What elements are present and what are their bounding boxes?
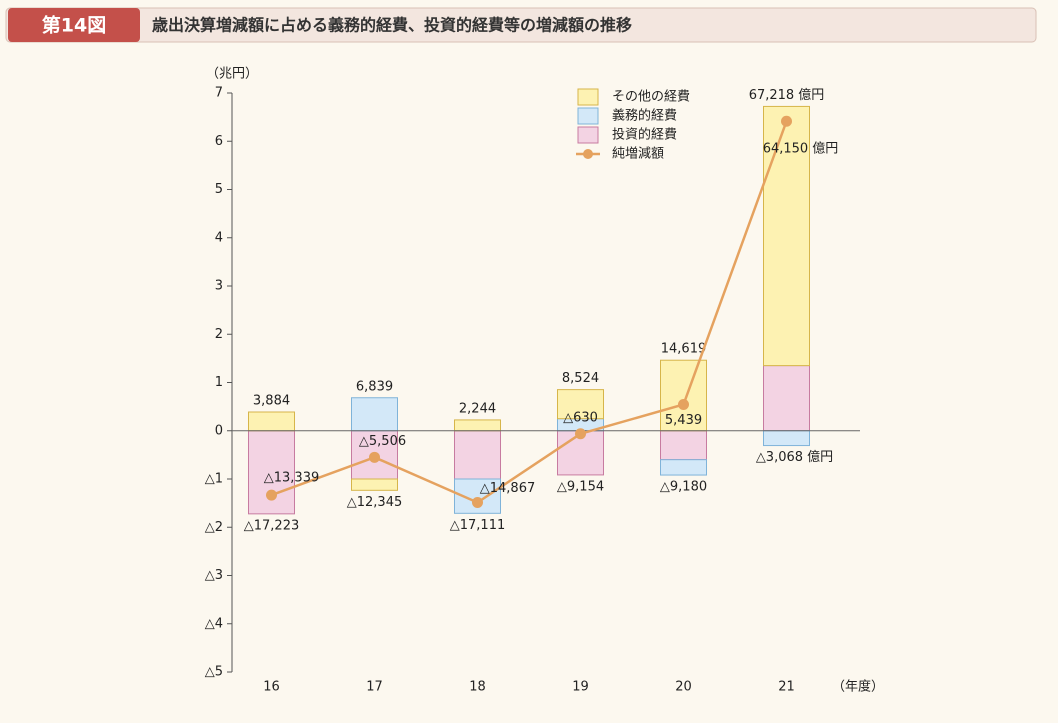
net-point <box>472 496 483 508</box>
figure-number: 第14図 <box>42 14 106 37</box>
negative-total-label: △12,345 <box>347 495 403 510</box>
legend-label: 純増減額 <box>612 146 664 162</box>
negative-total-label: △17,223 <box>244 518 300 533</box>
bar-segment <box>660 359 707 432</box>
positive-total-label: 14,619 <box>661 342 707 357</box>
negative-total-label: △3,068 億円 <box>756 449 833 465</box>
positive-total-label: 6,839 <box>356 379 393 394</box>
bar-segment <box>660 430 707 461</box>
bar-segment <box>763 430 810 447</box>
y-tick-label: 1 <box>215 375 223 390</box>
net-point <box>678 399 689 411</box>
negative-total-label: △9,154 <box>557 479 604 494</box>
x-tick-label: 20 <box>675 680 692 695</box>
bar-segment <box>351 478 398 491</box>
x-tick-label: 21 <box>778 680 795 695</box>
positive-total-label: 67,218 億円 <box>749 87 825 103</box>
net-label: △13,339 <box>264 471 320 486</box>
net-point <box>575 428 586 440</box>
legend-swatch <box>577 88 599 106</box>
y-tick-label: 3 <box>215 279 223 294</box>
positive-total-label: 8,524 <box>562 371 599 386</box>
y-tick-label: 5 <box>215 182 223 197</box>
figure-badge <box>8 8 140 42</box>
bar-segment <box>454 419 501 432</box>
legend-swatch <box>577 126 599 144</box>
bar-segment <box>763 105 810 367</box>
y-tick-label: △2 <box>205 520 223 535</box>
y-unit: （兆円） <box>206 67 258 82</box>
bar-segment <box>763 365 810 432</box>
bar-segment <box>454 430 501 480</box>
bar-segment <box>557 389 604 420</box>
legend-dot <box>583 149 593 159</box>
y-tick-label: 0 <box>215 423 223 438</box>
net-point <box>266 489 277 501</box>
net-label: △5,506 <box>359 434 406 449</box>
legend-swatch <box>577 107 599 125</box>
legend-label: 義務的経費 <box>612 108 677 124</box>
bar-segment <box>660 459 707 476</box>
net-label: 5,439 <box>665 413 702 428</box>
legend-label: その他の経費 <box>612 90 690 105</box>
header-bar <box>5 7 1037 43</box>
x-tick-label: 18 <box>469 680 486 695</box>
header-title: 歳出決算増減額に占める義務的経費、投資的経費等の増減額の推移 <box>152 16 632 35</box>
negative-total-label: △9,180 <box>660 480 707 495</box>
y-tick-label: 6 <box>215 134 223 149</box>
net-line <box>271 120 788 504</box>
y-tick-label: △1 <box>205 472 223 487</box>
y-tick-label: 2 <box>215 327 223 342</box>
bar-segment <box>351 397 398 432</box>
y-tick-label: △3 <box>205 568 223 583</box>
positive-total-label: 3,884 <box>253 394 290 409</box>
net-label: △630 <box>563 410 598 425</box>
x-unit: （年度） <box>832 679 884 695</box>
bar-segment <box>248 411 295 432</box>
net-label: △14,867 <box>480 481 536 496</box>
positive-total-label: 2,244 <box>459 401 496 416</box>
net-point <box>781 115 792 127</box>
legend-label: 投資的経費 <box>612 127 677 143</box>
x-tick-label: 16 <box>263 680 280 695</box>
net-label: 64,150 億円 <box>763 141 839 157</box>
y-tick-label: 4 <box>215 230 223 245</box>
y-tick-label: △5 <box>205 665 223 680</box>
y-tick-label: △4 <box>205 616 223 631</box>
net-point <box>369 451 380 463</box>
y-tick-label: 7 <box>215 86 223 101</box>
negative-total-label: △17,111 <box>450 518 506 533</box>
x-tick-label: 19 <box>572 680 589 695</box>
x-tick-label: 17 <box>366 680 383 695</box>
